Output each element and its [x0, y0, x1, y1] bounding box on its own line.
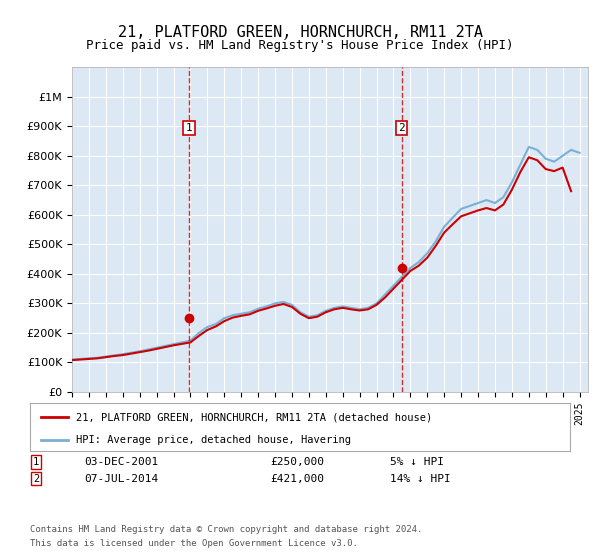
- Text: £250,000: £250,000: [270, 457, 324, 467]
- Text: 14% ↓ HPI: 14% ↓ HPI: [390, 474, 451, 484]
- Text: Price paid vs. HM Land Registry's House Price Index (HPI): Price paid vs. HM Land Registry's House …: [86, 39, 514, 52]
- Text: This data is licensed under the Open Government Licence v3.0.: This data is licensed under the Open Gov…: [30, 539, 358, 548]
- Text: 5% ↓ HPI: 5% ↓ HPI: [390, 457, 444, 467]
- Text: 1: 1: [185, 123, 193, 133]
- Text: £421,000: £421,000: [270, 474, 324, 484]
- Text: 21, PLATFORD GREEN, HORNCHURCH, RM11 2TA (detached house): 21, PLATFORD GREEN, HORNCHURCH, RM11 2TA…: [76, 413, 432, 422]
- Text: 2: 2: [398, 123, 405, 133]
- Text: 2: 2: [33, 474, 39, 484]
- Text: 07-JUL-2014: 07-JUL-2014: [84, 474, 158, 484]
- Text: 03-DEC-2001: 03-DEC-2001: [84, 457, 158, 467]
- Text: 1: 1: [33, 457, 39, 467]
- Text: HPI: Average price, detached house, Havering: HPI: Average price, detached house, Have…: [76, 435, 351, 445]
- Text: Contains HM Land Registry data © Crown copyright and database right 2024.: Contains HM Land Registry data © Crown c…: [30, 525, 422, 534]
- Text: 21, PLATFORD GREEN, HORNCHURCH, RM11 2TA: 21, PLATFORD GREEN, HORNCHURCH, RM11 2TA: [118, 25, 482, 40]
